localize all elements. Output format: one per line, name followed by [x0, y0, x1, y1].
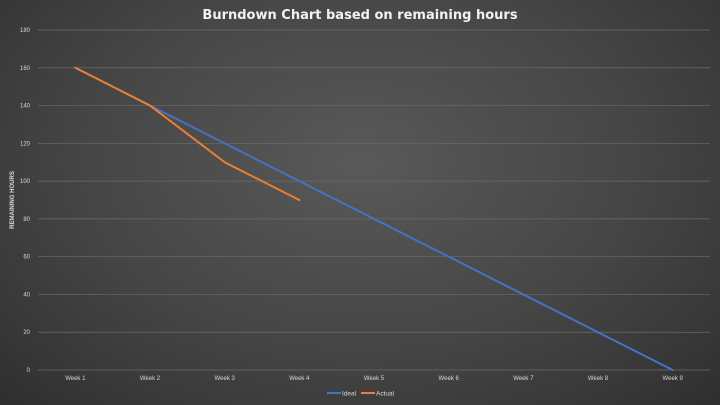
x-tick-label: Week 4 — [289, 376, 310, 382]
y-tick-label: 180 — [20, 28, 31, 34]
y-tick-label: 140 — [20, 104, 31, 110]
x-tick-label: Week 1 — [65, 376, 86, 382]
x-tick-label: Week 6 — [439, 376, 460, 382]
y-tick-label: 80 — [23, 217, 30, 223]
legend: Ideal Actual — [327, 390, 395, 397]
series-line-actual — [74, 66, 301, 201]
y-axis-ticks: 0 20 40 60 80 100 120 140 160 180 — [20, 28, 31, 374]
series-lines — [74, 66, 674, 371]
x-tick-label: Week 3 — [215, 376, 236, 382]
y-tick-label: 60 — [23, 255, 30, 261]
chart-title: Burndown Chart based on remaining hours — [202, 8, 517, 23]
x-axis-ticks: Week 1 Week 2 Week 3 Week 4 Week 5 Week 6 Week… — [65, 376, 683, 382]
y-tick-label: 40 — [23, 292, 30, 298]
y-tick-label: 20 — [23, 330, 30, 336]
x-tick-label: Week 8 — [588, 376, 609, 382]
x-tick-label: Week 7 — [513, 376, 534, 382]
y-tick-label: 120 — [20, 141, 31, 147]
y-tick-label: 160 — [20, 66, 31, 72]
gridlines — [38, 29, 710, 371]
x-tick-label: Week 2 — [140, 376, 161, 382]
series-line-ideal — [74, 66, 674, 371]
legend-label: Actual — [376, 390, 395, 397]
y-tick-label: 100 — [20, 179, 31, 185]
x-tick-label: Week 5 — [364, 376, 385, 382]
x-tick-label: Week 9 — [663, 376, 684, 382]
legend-label: Ideal — [342, 390, 357, 397]
y-axis-title: REMAINING HOURS — [10, 171, 16, 229]
y-tick-label: 0 — [27, 368, 31, 374]
